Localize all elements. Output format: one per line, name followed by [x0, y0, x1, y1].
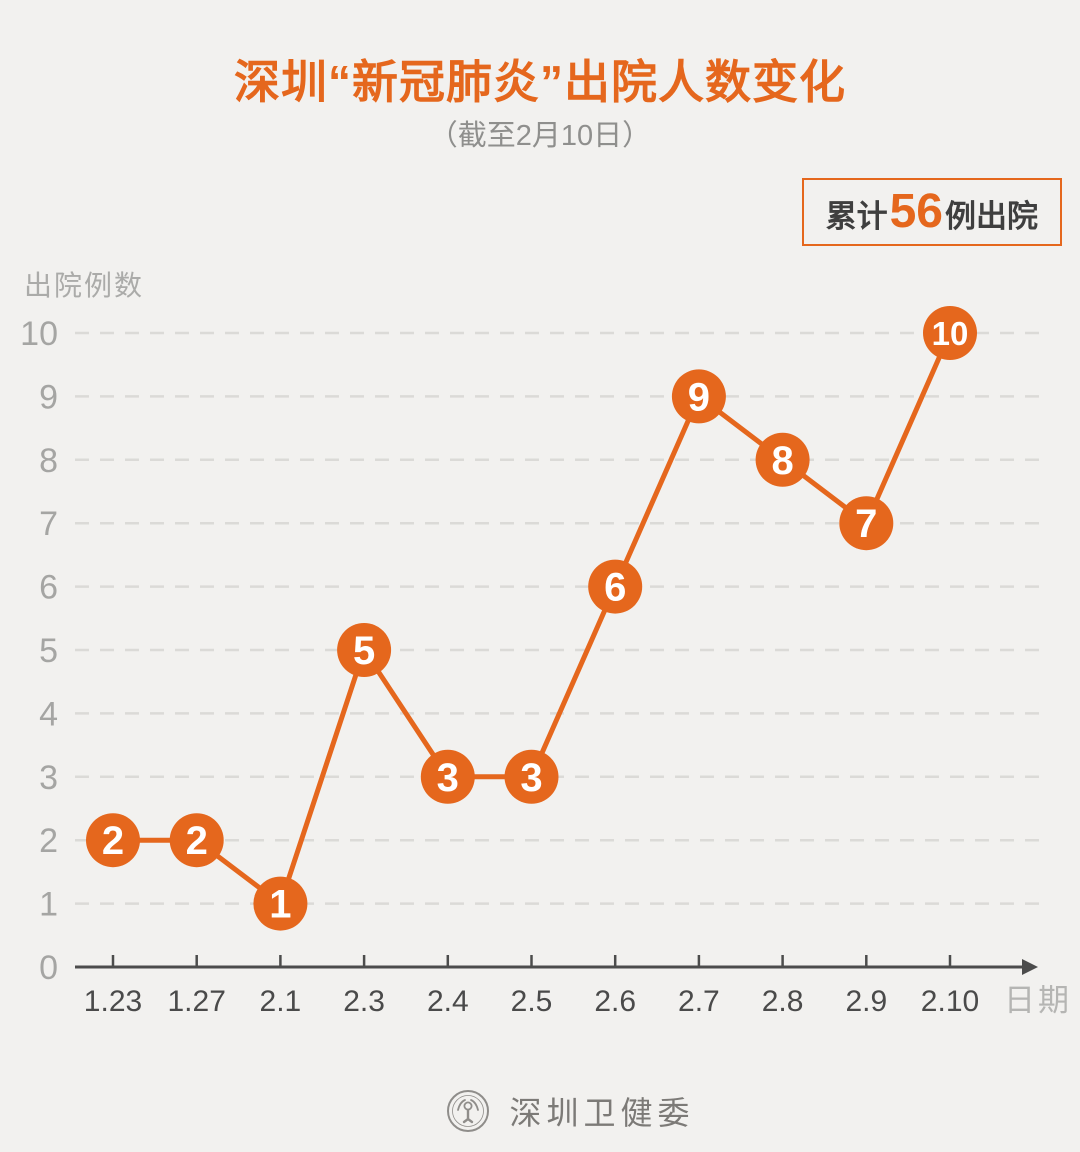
y-axis-title: 出院例数 [24, 270, 145, 301]
y-tick-label: 1 [39, 886, 58, 924]
page-title: 深圳“新冠肺炎”出院人数变化 [234, 56, 846, 108]
data-point-marker [253, 876, 308, 931]
data-point-value: 10 [932, 315, 969, 352]
y-tick-label: 7 [39, 505, 58, 543]
badge-prefix: 累计 [825, 199, 888, 234]
x-axis-title: 日期 [1004, 983, 1072, 1018]
x-tick-label: 2.8 [762, 985, 804, 1018]
data-line [113, 331, 953, 907]
data-point-marker [755, 432, 810, 487]
footer-text: 深圳卫健委 [509, 1095, 695, 1131]
x-tick-label: 2.9 [845, 985, 887, 1018]
y-tick-label: 3 [39, 759, 58, 797]
data-point-value: 2 [186, 819, 208, 863]
data-point-value: 3 [520, 756, 542, 800]
y-tick-label: 9 [39, 378, 58, 416]
x-tick-label: 1.27 [168, 985, 226, 1018]
discharge-line-chart: 0 1 2 3 4 5 6 7 8 9 10 1.23 1.27 2.1 2.3 2.4 2.5 2.6 2.7 2.… [20, 306, 1072, 1018]
data-point-marker [420, 749, 475, 804]
data-point-value: 1 [269, 883, 291, 927]
badge-number: 56 [889, 185, 943, 238]
data-point-marker [169, 813, 224, 868]
data-point-marker [839, 496, 894, 551]
x-tick-label: 2.7 [678, 985, 720, 1018]
y-tick-label: 5 [39, 632, 58, 670]
x-axis-arrow [1022, 959, 1038, 975]
page-subtitle: （截至2月10日） [428, 120, 652, 152]
data-point-value: 8 [771, 439, 793, 483]
data-point-marker [923, 306, 977, 360]
shenzhen-health-logo-icon [447, 1090, 490, 1132]
data-point-marker [337, 623, 392, 677]
y-tick-label: 4 [39, 695, 58, 733]
footer: 深圳卫健委 [30, 1088, 1080, 1134]
data-point-marker [588, 559, 643, 614]
x-tick-label: 2.4 [427, 985, 469, 1018]
y-tick-label: 8 [39, 442, 58, 480]
cumulative-total-badge: 累计 56 例出院 [801, 178, 1062, 246]
y-tick-label: 0 [39, 949, 58, 987]
data-point-value: 6 [604, 566, 626, 610]
y-tick-label: 2 [39, 822, 58, 860]
data-point-marker [671, 369, 726, 424]
badge-suffix: 例出院 [945, 199, 1038, 234]
y-tick-label: 10 [20, 315, 58, 353]
data-point-value: 5 [353, 629, 375, 673]
data-point-value: 3 [437, 756, 459, 800]
y-tick-label: 6 [39, 569, 58, 607]
data-point-value: 9 [688, 375, 710, 419]
data-point-value: 7 [855, 502, 877, 546]
x-tick-label: 2.10 [921, 985, 979, 1018]
x-tick-label: 1.23 [84, 985, 142, 1018]
data-point-value: 2 [102, 819, 124, 863]
x-tick-label: 2.5 [511, 985, 553, 1018]
data-point-marker [504, 749, 559, 804]
x-tick-label: 2.1 [260, 985, 302, 1018]
data-point-marker [86, 813, 140, 868]
x-tick-label: 2.6 [594, 985, 636, 1018]
x-tick-label: 2.3 [343, 985, 385, 1018]
